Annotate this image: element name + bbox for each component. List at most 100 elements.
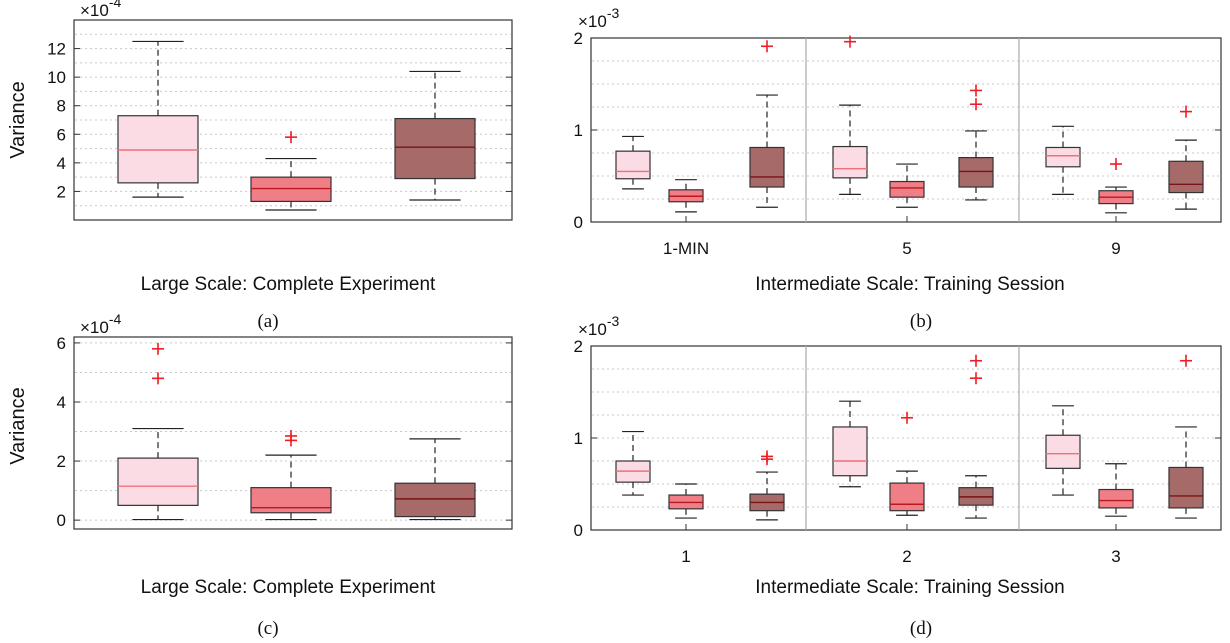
y-tick-label: 2 (57, 182, 66, 201)
outlier-marker (285, 429, 297, 442)
outlier-marker (844, 35, 856, 48)
y-tick-label: 2 (57, 452, 66, 471)
y-tick-label: 10 (47, 68, 66, 87)
y-exponent-label: ×10-3 (578, 5, 620, 31)
box-3 (749, 450, 785, 521)
outlier-marker (761, 40, 773, 53)
y-exponent-label: ×10-3 (578, 313, 620, 339)
box-1 (615, 135, 651, 190)
x-axis-label: Large Scale: Complete Experiment (141, 274, 436, 295)
outlier-marker (970, 354, 982, 367)
y-tick-label: 1 (574, 429, 583, 448)
outlier-marker (152, 342, 164, 355)
box-7 (1045, 405, 1081, 496)
y-tick-label: 12 (47, 40, 66, 59)
box-6 (958, 84, 994, 201)
box-3 (394, 438, 476, 521)
chart-panel-3: 0 2 4 6 ×10-4 Variance Large Scale: Complete E… (7, 311, 513, 639)
x-axis-label: Intermediate Scale: Training Session (755, 274, 1064, 295)
y-exponent-label: ×10-4 (80, 311, 122, 337)
chart-panel-2: 0 1 2×10-3 1-MIN 5 9 Intermediate Scale: Train… (574, 5, 1222, 332)
y-exponent-power: -4 (109, 0, 122, 10)
box-body (1045, 146, 1081, 168)
box-2 (668, 483, 704, 519)
y-exponent-label: ×10-4 (80, 0, 122, 20)
box-body (250, 176, 332, 203)
y-axis-label: Variance (7, 387, 29, 464)
box-9 (1168, 105, 1204, 210)
panel-letter: (b) (910, 311, 932, 332)
box-body (1168, 466, 1204, 509)
outlier-marker (152, 372, 164, 385)
box-body (394, 117, 476, 180)
y-exponent-power: -3 (607, 5, 620, 21)
panel-letter: (a) (257, 311, 278, 332)
x-group-label: 5 (902, 239, 911, 258)
outlier-marker (1110, 158, 1122, 171)
box-body (1045, 434, 1081, 469)
y-axis-label: Variance (7, 81, 29, 158)
y-tick-label: 4 (57, 154, 66, 173)
y-tick-label: 0 (574, 213, 583, 232)
outlier-marker (1180, 354, 1192, 367)
x-group-label: 1-MIN (663, 239, 709, 258)
y-exponent-base: ×10 (80, 1, 109, 20)
y-tick-label: 2 (574, 29, 583, 48)
box-5 (889, 163, 925, 208)
box-3 (394, 70, 476, 201)
box-4 (832, 400, 868, 488)
box-body (749, 146, 785, 188)
chart-panel-1: 2 4 6 8 10 12 ×10-4 Variance Large Scale: Comple… (7, 0, 513, 332)
outlier-marker (761, 450, 773, 463)
box-body (117, 115, 199, 184)
box-7 (1045, 125, 1081, 195)
box-3 (749, 40, 785, 208)
x-group-label: 2 (902, 547, 911, 566)
box-body (615, 150, 651, 180)
y-tick-label: 0 (574, 521, 583, 540)
panel-letter: (c) (257, 618, 278, 639)
box-2 (250, 131, 332, 211)
box-6 (958, 354, 994, 519)
y-tick-label: 1 (574, 121, 583, 140)
x-group-label: 3 (1111, 547, 1120, 566)
box-body (832, 145, 868, 179)
y-tick-label: 6 (57, 334, 66, 353)
x-group-label: 9 (1111, 239, 1120, 258)
outlier-marker (901, 411, 913, 424)
box-body (250, 487, 332, 514)
outlier-marker (970, 372, 982, 385)
box-5 (889, 411, 925, 516)
box-4 (832, 35, 868, 195)
box-body (394, 482, 476, 518)
box-8 (1098, 158, 1134, 214)
y-tick-label: 8 (57, 97, 66, 116)
y-tick-label: 0 (57, 511, 66, 530)
box-body (958, 157, 994, 188)
box-8 (1098, 463, 1134, 517)
box-1 (117, 342, 199, 521)
box-body (1098, 488, 1134, 509)
x-axis-label: Intermediate Scale: Training Session (755, 577, 1064, 598)
box-2 (250, 429, 332, 521)
x-group-label: 1 (681, 547, 690, 566)
x-axis-label: Large Scale: Complete Experiment (141, 577, 436, 598)
outlier-marker (970, 98, 982, 111)
outlier-marker (1180, 105, 1192, 118)
box-body (889, 180, 925, 198)
y-exponent-base: ×10 (578, 12, 607, 31)
y-tick-label: 4 (57, 393, 66, 412)
y-exponent-base: ×10 (578, 320, 607, 339)
box-body (889, 482, 925, 512)
outlier-marker (285, 131, 297, 144)
y-tick-label: 2 (574, 337, 583, 356)
box-9 (1168, 354, 1204, 519)
box-1 (117, 40, 199, 198)
box-1 (615, 430, 651, 496)
y-tick-label: 6 (57, 125, 66, 144)
box-body (1168, 160, 1204, 194)
box-2 (668, 179, 704, 213)
y-exponent-base: ×10 (80, 318, 109, 337)
